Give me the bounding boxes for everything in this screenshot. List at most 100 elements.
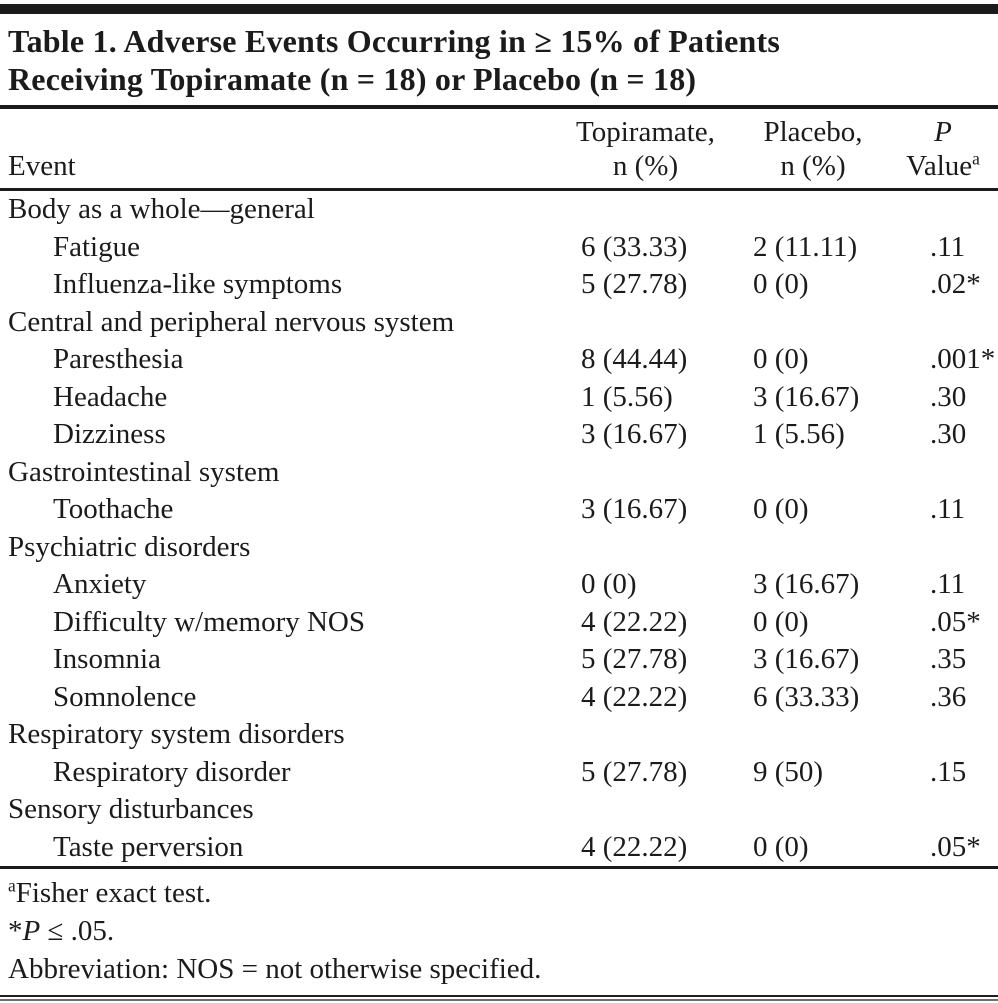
table-row: Gastrointestinal system	[0, 454, 998, 492]
column-header-p-value: P Valuea	[888, 109, 998, 191]
footnote-sup-a: a	[8, 875, 16, 896]
placebo-value-cell: 3 (16.67)	[753, 380, 860, 413]
p-value-cell: .02*	[930, 268, 981, 300]
placebo-value-cell	[738, 529, 888, 567]
footnote-fisher: aFisher exact test.	[8, 874, 990, 912]
topiramate-value-cell: 4 (22.22)	[581, 605, 688, 638]
table-row: Paresthesia 8 (44.44) 0 (0) .001*	[0, 341, 998, 379]
event-cell: Anxiety	[53, 568, 147, 600]
topiramate-value-cell: 4 (22.22)	[581, 830, 688, 863]
topiramate-value-cell: 5 (27.78)	[581, 268, 688, 300]
topiramate-value-cell: 5 (27.78)	[581, 643, 688, 675]
table-row: Dizziness 3 (16.67) 1 (5.56) .30	[0, 416, 998, 454]
category-cell: Gastrointestinal system	[8, 455, 280, 488]
table-row: Central and peripheral nervous system	[0, 304, 998, 342]
placebo-value-cell: 3 (16.67)	[753, 643, 860, 675]
table-row: Sensory disturbances	[0, 791, 998, 829]
footnote-p-threshold-text: ≤ .05.	[40, 915, 115, 947]
topiramate-value-cell: 5 (27.78)	[581, 755, 688, 788]
p-value-cell	[888, 529, 998, 567]
table-row: Headache 1 (5.56) 3 (16.67) .30	[0, 379, 998, 417]
table-row: Insomnia 5 (27.78) 3 (16.67) .35	[0, 641, 998, 679]
topiramate-value-cell: 6 (33.33)	[581, 230, 688, 263]
table-row: Psychiatric disorders	[0, 529, 998, 567]
column-header-placebo: Placebo, n (%)	[738, 109, 888, 191]
placebo-value-cell: 0 (0)	[753, 268, 809, 300]
topiramate-value-cell	[553, 716, 738, 754]
placebo-value-cell: 2 (11.11)	[753, 230, 858, 263]
p-value-cell	[888, 716, 998, 754]
placebo-value-cell	[738, 791, 888, 829]
event-cell: Respiratory disorder	[53, 755, 291, 788]
event-cell: Taste perversion	[53, 830, 244, 863]
table-row: Fatigue 6 (33.33) 2 (11.11) .11	[0, 229, 998, 267]
category-cell: Psychiatric disorders	[8, 530, 251, 563]
placebo-value-cell: 0 (0)	[753, 343, 809, 375]
event-cell: Somnolence	[53, 680, 197, 713]
p-value-cell: .30	[930, 418, 967, 450]
body-bottom-rule	[0, 866, 998, 869]
placebo-value-cell: 1 (5.56)	[753, 418, 845, 450]
column-header-event-label: Event	[8, 150, 76, 182]
topiramate-value-cell: 4 (22.22)	[581, 680, 688, 713]
category-cell: Body as a whole—general	[8, 193, 315, 225]
p-value-cell: .001*	[930, 343, 996, 375]
p-value-cell	[888, 190, 998, 229]
footnote-abbreviation: Abbreviation: NOS = not otherwise specif…	[8, 950, 990, 988]
column-header-p-value-label: Value	[906, 150, 973, 182]
column-header-topiramate: Topiramate, n (%)	[553, 109, 738, 191]
topiramate-value-cell: 8 (44.44)	[581, 343, 688, 375]
p-value-cell: .05*	[930, 830, 981, 863]
top-rule	[0, 4, 998, 14]
topiramate-value-cell	[553, 304, 738, 342]
table-row: Respiratory disorder 5 (27.78) 9 (50) .15	[0, 754, 998, 792]
table-row: Somnolence 4 (22.22) 6 (33.33) .36	[0, 679, 998, 717]
placebo-value-cell	[738, 716, 888, 754]
event-cell: Difficulty w/memory NOS	[53, 605, 365, 638]
p-value-cell: .11	[930, 568, 966, 600]
p-value-cell	[888, 454, 998, 492]
title-rule	[0, 105, 998, 109]
footnote-asterisk: *	[8, 915, 23, 947]
footnote-p-threshold: *P ≤ .05.	[8, 912, 990, 950]
column-header-placebo-line2: n (%)	[780, 150, 846, 182]
p-value-cell: .36	[930, 680, 967, 713]
topiramate-value-cell: 0 (0)	[581, 568, 637, 600]
footnotes: aFisher exact test. *P ≤ .05. Abbreviati…	[0, 869, 998, 992]
column-header-event: Event	[0, 109, 553, 191]
footnote-abbreviation-text: Abbreviation: NOS = not otherwise specif…	[8, 953, 542, 985]
p-value-cell: .05*	[930, 605, 981, 638]
placebo-value-cell: 0 (0)	[753, 605, 809, 638]
event-cell: Toothache	[53, 493, 174, 525]
footnote-marker-a: a	[972, 148, 980, 169]
topiramate-value-cell	[553, 454, 738, 492]
placebo-value-cell: 9 (50)	[753, 755, 824, 788]
table-row: Toothache 3 (16.67) 0 (0) .11	[0, 491, 998, 529]
event-cell: Insomnia	[53, 643, 161, 675]
p-value-cell: .11	[930, 230, 966, 263]
topiramate-value-cell: 3 (16.67)	[581, 418, 688, 450]
p-value-cell: .11	[930, 493, 966, 525]
event-cell: Influenza-like symptoms	[53, 268, 343, 300]
topiramate-value-cell: 1 (5.56)	[581, 380, 673, 413]
column-header-p-line2: Valuea	[888, 149, 998, 183]
p-value-cell: .30	[930, 380, 967, 413]
event-cell: Dizziness	[53, 418, 166, 450]
placebo-value-cell: 3 (16.67)	[753, 568, 860, 600]
table-row: Taste perversion 4 (22.22) 0 (0) .05*	[0, 829, 998, 867]
topiramate-value-cell	[553, 791, 738, 829]
p-value-cell: .15	[930, 755, 967, 788]
placebo-value-cell	[738, 454, 888, 492]
table-header: Event Topiramate, n (%) Placebo, n (%) P…	[0, 109, 998, 191]
table-row: Influenza-like symptoms 5 (27.78) 0 (0) .02…	[0, 266, 998, 304]
topiramate-value-cell	[553, 190, 738, 229]
category-cell: Respiratory system disorders	[8, 718, 345, 750]
event-cell: Headache	[53, 380, 168, 413]
placebo-value-cell: 6 (33.33)	[753, 680, 860, 713]
event-cell: Paresthesia	[53, 343, 184, 375]
adverse-events-table: Event Topiramate, n (%) Placebo, n (%) P…	[0, 109, 998, 866]
p-value-cell: .35	[930, 643, 967, 675]
table-row: Respiratory system disorders	[0, 716, 998, 754]
placebo-value-cell: 0 (0)	[753, 830, 809, 863]
column-header-topiramate-line1: Topiramate,	[576, 116, 715, 148]
